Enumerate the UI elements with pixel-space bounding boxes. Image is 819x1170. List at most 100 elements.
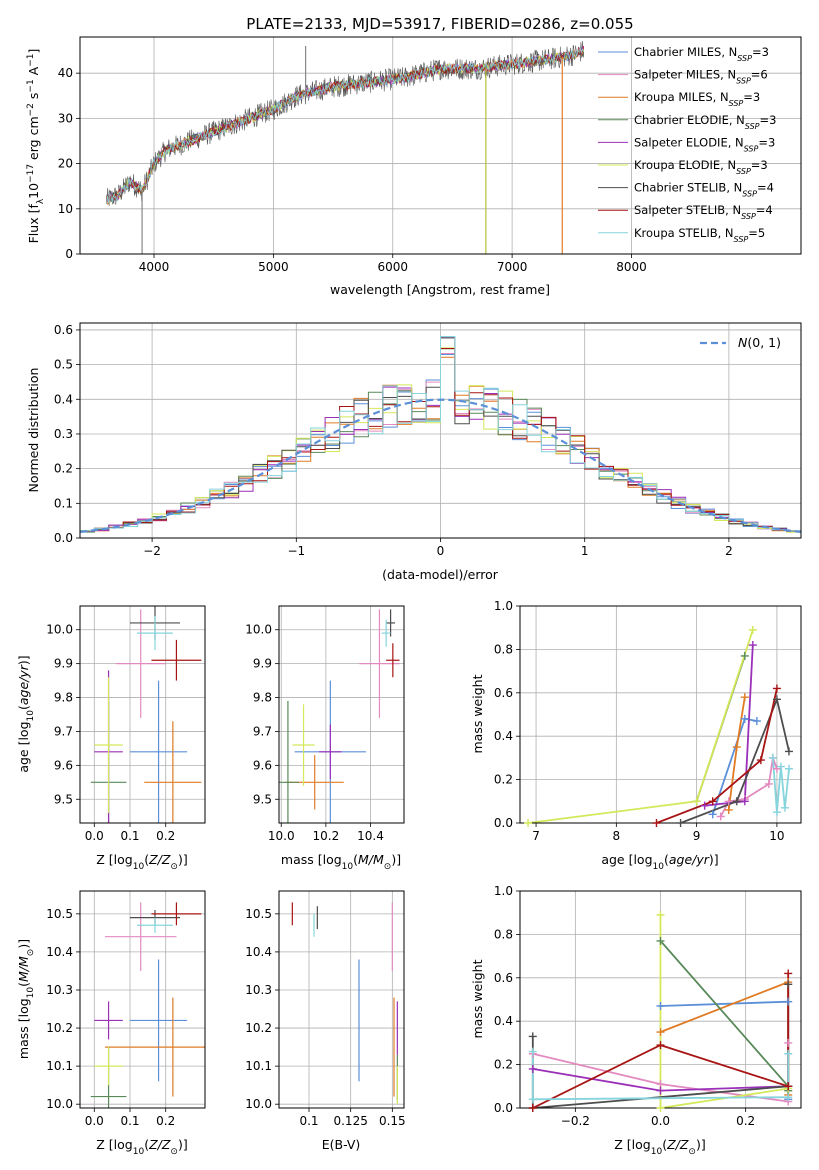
- weight-marker-kroupa_stelib: [772, 808, 781, 817]
- weight-line-kroupa_miles: [727, 696, 746, 811]
- x-tick-label: 10.4: [357, 829, 384, 843]
- y-tick-label: 10: [58, 202, 73, 216]
- spectrum-legend: Chabrier MILES, NSSP=3 Salpeter MILES, NS…: [598, 45, 776, 243]
- weight-marker-kroupa_miles: [656, 1028, 665, 1037]
- y-tick-label: 9.8: [54, 691, 73, 705]
- x-tick-label: 0: [437, 544, 445, 558]
- y-tick-label: 9.9: [54, 657, 73, 671]
- x-tick-label: 0.0: [85, 1114, 104, 1128]
- x-tick-label: 6000: [377, 260, 408, 274]
- y-tick-label: 0.4: [494, 729, 513, 743]
- weight-marker-salpeter_stelib: [656, 1041, 665, 1050]
- axes-frame: [79, 36, 802, 255]
- x-tick-label: 4000: [139, 260, 170, 274]
- legend-entry-kroupa_stelib: Kroupa STELIB, NSSP=5: [634, 226, 765, 244]
- y-tick-label: 10.2: [245, 1021, 272, 1035]
- y-tick-label: 9.8: [253, 691, 272, 705]
- legend-entry-chabrier_miles: Chabrier MILES, NSSP=3: [634, 45, 769, 63]
- weight-marker-kroupa_stelib: [528, 1047, 537, 1056]
- y-tick-label: 9.9: [253, 657, 272, 671]
- mass-Z-ylabel: mass [log10(M/M⊙)]: [16, 939, 36, 1059]
- weight-marker-chabrier_miles: [784, 997, 793, 1006]
- age-Z-xlabel: Z [log10(Z/Z⊙)]: [96, 852, 187, 872]
- y-tick-label: 0.4: [494, 1014, 513, 1028]
- axes-residual_histogram: −2 −1 0 1 2 0.0 0.1 0.2 0.3 0.4 0.5 0.6: [54, 322, 802, 558]
- y-tick-label: 0.8: [494, 927, 513, 941]
- plot-area-spectrum: [105, 40, 585, 254]
- weight-line-kroupa_miles: [660, 980, 790, 1095]
- y-tick-label: 10.0: [245, 1097, 272, 1111]
- weight-marker-salpeter_miles: [716, 812, 725, 821]
- axes-mass_vs_ebv: 0.1 0.125 0.15 10.0 10.1 10.2 10.3 10.4 10.5: [245, 890, 406, 1128]
- x-tick-label: 0.2: [156, 1114, 175, 1128]
- weight-marker-kroupa_miles: [724, 805, 733, 814]
- plot-area-residual_histogram: [80, 336, 801, 533]
- y-tick-label: 10.1: [46, 1059, 73, 1073]
- y-tick-label: 0.2: [54, 462, 73, 476]
- axes-spectrum: 4000 5000 6000 7000 8000 0 10 20 30 40: [58, 36, 802, 274]
- x-tick-label: 1: [581, 544, 589, 558]
- weight-marker-salpeter_stelib: [784, 1082, 793, 1091]
- weight-marker-kroupa_elodie: [692, 797, 701, 806]
- spectrum-model-kroupa_stelib: [105, 46, 585, 205]
- weight-Z-xlabel: Z [log10(Z/Z⊙)]: [614, 1137, 705, 1157]
- y-tick-label: 10.5: [245, 907, 272, 921]
- weight-marker-kroupa_miles: [732, 743, 741, 752]
- spectrum-model-salpeter_stelib: [105, 46, 585, 204]
- weight-line-kroupa_stelib: [531, 1051, 790, 1101]
- weight-marker-chabrier_miles: [656, 1002, 665, 1011]
- weight-line-salpeter_stelib: [532, 973, 790, 1108]
- weight-marker-kroupa_elodie: [524, 819, 533, 827]
- y-tick-label: 1.0: [494, 884, 513, 898]
- weight-marker-salpeter_elodie: [528, 1064, 537, 1073]
- x-tick-label: 2: [725, 544, 733, 558]
- y-tick-label: 10.0: [245, 623, 272, 637]
- axes-age_vs_mass: 10.0 10.2 10.4 9.5 9.6 9.7 9.8 9.9 10.0: [245, 605, 405, 843]
- y-tick-label: 0.0: [54, 531, 73, 545]
- weight-marker-kroupa_elodie: [748, 625, 757, 634]
- y-tick-label: 9.5: [253, 792, 272, 806]
- axes-mass_weight_vs_Z: −0.2 0.0 0.2 0.0 0.2 0.4 0.6 0.8 1.0: [494, 884, 802, 1128]
- weight-age-ylabel: mass weight: [470, 674, 485, 753]
- axes-mass_vs_Z: 0.0 0.1 0.2 10.0 10.1 10.2 10.3 10.4 10.5: [46, 890, 206, 1128]
- y-tick-label: 30: [58, 111, 73, 125]
- weight-line-salpeter_stelib: [656, 688, 778, 823]
- legend-normal-label: N(0, 1): [738, 335, 781, 350]
- weight-marker-salpeter_stelib: [528, 1104, 537, 1112]
- weight-marker-chabrier_miles: [708, 810, 717, 819]
- y-tick-label: 9.7: [253, 724, 272, 738]
- legend-entry-salpeter_elodie: Salpeter ELODIE, NSSP=3: [634, 135, 775, 153]
- y-tick-label: 10.0: [46, 623, 73, 637]
- spectrum-xlabel: wavelength [Angstrom, rest frame]: [330, 282, 550, 297]
- y-tick-label: 10.2: [46, 1021, 73, 1035]
- weight-marker-chabrier_miles: [740, 714, 749, 723]
- x-tick-label: 7000: [497, 260, 528, 274]
- x-tick-label: 10.0: [268, 829, 295, 843]
- weight-marker-salpeter_elodie: [740, 797, 749, 806]
- y-tick-label: 0: [65, 247, 73, 261]
- weight-line-kroupa_elodie: [659, 914, 789, 1108]
- weight-marker-chabrier_stelib: [772, 695, 781, 704]
- y-tick-label: 0.0: [494, 816, 513, 830]
- y-tick-label: 10.1: [245, 1059, 272, 1073]
- weight-marker-kroupa_stelib: [780, 803, 789, 812]
- axes-frame: [519, 605, 802, 824]
- weight-marker-chabrier_stelib: [784, 980, 793, 989]
- weight-marker-kroupa_stelib: [528, 1095, 537, 1104]
- legend-entry-chabrier_elodie: Chabrier ELODIE, NSSP=3: [634, 113, 776, 131]
- y-tick-label: 10.4: [46, 945, 73, 959]
- weight-age-xlabel: age [log10(age/yr)]: [601, 852, 718, 872]
- y-tick-label: 40: [58, 66, 73, 80]
- y-tick-label: 20: [58, 157, 73, 171]
- weight-marker-chabrier_stelib: [784, 747, 793, 756]
- weight-marker-salpeter_elodie: [748, 641, 757, 650]
- weight-marker-salpeter_miles: [764, 779, 773, 788]
- legend-entry-chabrier_stelib: Chabrier STELIB, NSSP=4: [634, 181, 774, 199]
- legend-entry-salpeter_stelib: Salpeter STELIB, NSSP=4: [634, 203, 773, 221]
- weight-marker-kroupa_stelib: [784, 764, 793, 773]
- y-tick-label: 9.6: [253, 758, 272, 772]
- y-tick-label: 9.7: [54, 724, 73, 738]
- histogram-kroupa_stelib: [80, 336, 801, 532]
